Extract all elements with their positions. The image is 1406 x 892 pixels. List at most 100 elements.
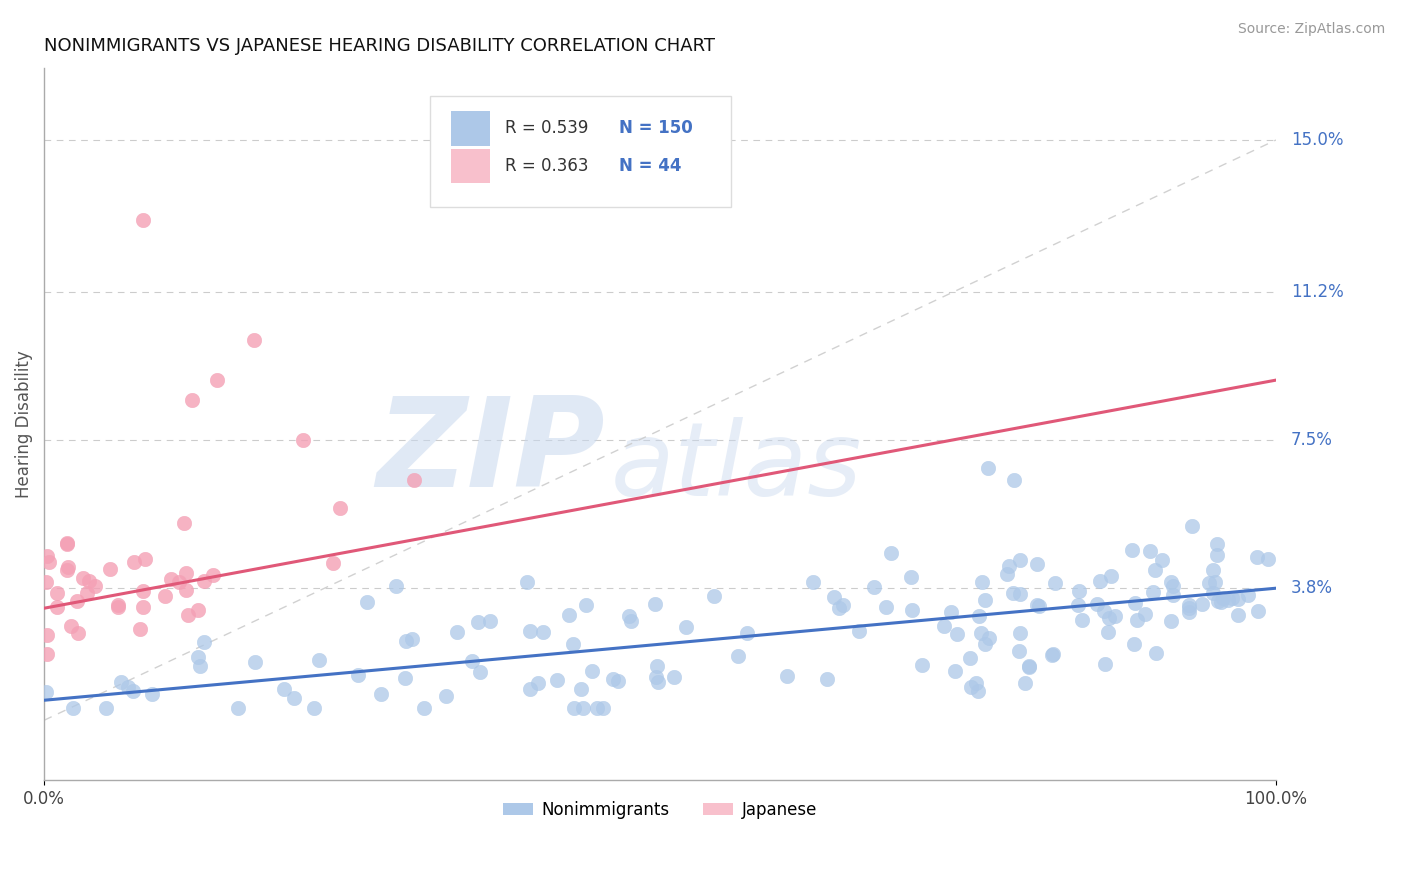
Text: ZIP: ZIP	[375, 392, 605, 513]
Point	[875, 600, 897, 615]
Point	[1160, 614, 1182, 628]
Text: 7.5%: 7.5%	[1291, 431, 1333, 450]
Point	[394, 671, 416, 685]
Point	[1104, 608, 1126, 623]
Point	[201, 568, 224, 582]
Point	[1008, 587, 1031, 601]
Point	[1246, 550, 1268, 565]
Point	[900, 570, 922, 584]
Point	[1067, 598, 1090, 612]
Text: 3.8%: 3.8%	[1291, 579, 1333, 598]
Point	[302, 701, 325, 715]
Point	[602, 672, 624, 686]
Point	[226, 701, 249, 715]
Point	[959, 650, 981, 665]
Point	[134, 551, 156, 566]
Point	[519, 624, 541, 638]
Point	[1069, 584, 1091, 599]
Point	[467, 615, 489, 629]
Point	[1218, 593, 1240, 607]
Point	[131, 213, 153, 227]
Point	[110, 674, 132, 689]
Point	[187, 603, 209, 617]
Point	[56, 560, 79, 574]
Point	[974, 637, 997, 651]
Point	[967, 609, 990, 624]
Point	[322, 557, 344, 571]
Point	[35, 685, 58, 699]
Point	[943, 664, 966, 678]
Point	[35, 549, 58, 564]
Point	[967, 684, 990, 698]
Point	[1028, 599, 1050, 613]
Point	[832, 598, 855, 612]
Point	[562, 701, 585, 715]
Point	[291, 433, 314, 447]
Point	[1204, 574, 1226, 589]
Point	[55, 563, 77, 577]
Point	[863, 580, 886, 594]
Point	[1152, 553, 1174, 567]
Point	[245, 655, 267, 669]
Point	[141, 687, 163, 701]
Point	[1026, 557, 1049, 571]
Point	[970, 575, 993, 590]
Point	[1122, 637, 1144, 651]
Point	[619, 615, 641, 629]
Point	[1205, 537, 1227, 551]
Point	[45, 586, 67, 600]
Point	[828, 601, 851, 615]
Point	[122, 684, 145, 698]
Point	[242, 333, 264, 347]
Point	[901, 603, 924, 617]
Text: N = 44: N = 44	[620, 157, 682, 175]
Point	[35, 628, 58, 642]
Point	[823, 590, 845, 604]
Point	[434, 689, 457, 703]
Point	[645, 670, 668, 684]
Point	[84, 579, 107, 593]
Point	[973, 593, 995, 607]
Point	[1097, 611, 1119, 625]
Text: Source: ZipAtlas.com: Source: ZipAtlas.com	[1237, 22, 1385, 37]
Point	[347, 667, 370, 681]
Point	[1121, 543, 1143, 558]
Point	[1126, 613, 1149, 627]
Point	[96, 701, 118, 715]
Point	[177, 607, 200, 622]
Point	[1208, 594, 1230, 608]
Point	[1042, 648, 1064, 663]
Point	[727, 649, 749, 664]
Point	[562, 637, 585, 651]
Point	[122, 555, 145, 569]
Point	[173, 516, 195, 531]
Point	[56, 536, 79, 550]
Point	[569, 681, 592, 696]
Point	[193, 635, 215, 649]
Point	[969, 625, 991, 640]
Point	[531, 624, 554, 639]
Point	[1144, 564, 1167, 578]
Point	[1160, 574, 1182, 589]
Point	[703, 589, 725, 603]
Point	[1209, 595, 1232, 609]
Text: N = 150: N = 150	[620, 119, 693, 136]
Point	[976, 461, 998, 475]
Point	[1133, 607, 1156, 621]
Point	[329, 501, 352, 516]
Point	[1212, 591, 1234, 606]
Point	[1205, 548, 1227, 562]
Text: atlas: atlas	[610, 417, 862, 516]
Point	[468, 665, 491, 679]
Point	[56, 537, 79, 551]
Point	[979, 631, 1001, 645]
FancyBboxPatch shape	[450, 112, 491, 145]
Point	[187, 650, 209, 665]
Point	[1071, 613, 1094, 627]
Point	[735, 625, 758, 640]
FancyBboxPatch shape	[450, 149, 491, 184]
Point	[1008, 644, 1031, 658]
Point	[107, 599, 129, 614]
Point	[527, 676, 550, 690]
Point	[775, 668, 797, 682]
